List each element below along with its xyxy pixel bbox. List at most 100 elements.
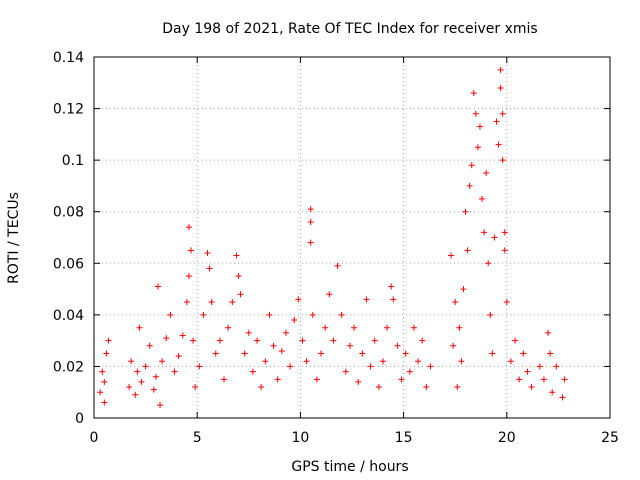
data-point bbox=[536, 363, 543, 370]
data-point bbox=[507, 358, 514, 365]
data-point bbox=[142, 363, 149, 370]
data-point bbox=[448, 252, 455, 259]
x-axis-label: GPS time / hours bbox=[291, 459, 408, 475]
data-point bbox=[460, 286, 467, 293]
data-point bbox=[501, 229, 508, 236]
data-point bbox=[468, 162, 475, 169]
data-point bbox=[208, 298, 215, 305]
data-point bbox=[245, 329, 252, 336]
data-point bbox=[501, 247, 508, 254]
data-point bbox=[225, 324, 232, 331]
data-point bbox=[485, 260, 492, 267]
y-tick-label: 0.14 bbox=[53, 50, 84, 66]
data-point bbox=[458, 358, 465, 365]
data-point bbox=[216, 337, 223, 344]
data-point bbox=[524, 368, 531, 375]
x-tick-label: 15 bbox=[395, 430, 413, 446]
data-point bbox=[346, 342, 353, 349]
data-point bbox=[512, 337, 519, 344]
data-point bbox=[474, 144, 481, 151]
data-point bbox=[249, 368, 256, 375]
data-point bbox=[410, 324, 417, 331]
data-point bbox=[157, 402, 164, 409]
data-point bbox=[398, 376, 405, 383]
x-tick-label: 25 bbox=[601, 430, 619, 446]
data-point bbox=[204, 249, 211, 256]
data-point bbox=[338, 311, 345, 318]
data-point bbox=[367, 363, 374, 370]
data-point bbox=[229, 298, 236, 305]
data-point bbox=[497, 84, 504, 91]
data-point bbox=[136, 324, 143, 331]
data-point bbox=[423, 384, 430, 391]
data-point bbox=[326, 291, 333, 298]
y-tick-label: 0.1 bbox=[62, 153, 84, 169]
data-point bbox=[278, 347, 285, 354]
y-tick-label: 0.04 bbox=[53, 308, 84, 324]
x-tick-label: 20 bbox=[498, 430, 516, 446]
data-point bbox=[163, 335, 170, 342]
y-tick-label: 0.12 bbox=[53, 102, 84, 118]
data-point bbox=[462, 208, 469, 215]
data-point bbox=[274, 376, 281, 383]
data-point bbox=[476, 123, 483, 130]
data-point bbox=[103, 350, 110, 357]
data-point bbox=[171, 368, 178, 375]
data-point bbox=[342, 368, 349, 375]
data-point bbox=[415, 358, 422, 365]
data-point bbox=[185, 273, 192, 280]
data-point bbox=[481, 229, 488, 236]
data-point bbox=[503, 298, 510, 305]
data-point bbox=[287, 363, 294, 370]
data-point bbox=[241, 350, 248, 357]
data-point bbox=[190, 337, 197, 344]
data-point bbox=[419, 337, 426, 344]
x-tick-label: 5 bbox=[193, 430, 202, 446]
data-point bbox=[540, 376, 547, 383]
data-point bbox=[132, 391, 139, 398]
y-tick-label: 0.08 bbox=[53, 205, 84, 221]
data-point bbox=[138, 378, 145, 385]
data-points bbox=[97, 66, 568, 409]
data-point bbox=[307, 219, 314, 226]
data-point bbox=[553, 363, 560, 370]
data-point bbox=[105, 337, 112, 344]
data-point bbox=[128, 358, 135, 365]
data-point bbox=[146, 342, 153, 349]
data-point bbox=[192, 384, 199, 391]
data-point bbox=[384, 324, 391, 331]
data-point bbox=[499, 110, 506, 117]
data-point bbox=[295, 296, 302, 303]
data-point bbox=[206, 265, 213, 272]
data-point bbox=[175, 353, 182, 360]
data-point bbox=[233, 252, 240, 259]
data-point bbox=[499, 157, 506, 164]
data-point bbox=[470, 90, 477, 97]
data-point bbox=[330, 337, 337, 344]
data-point bbox=[313, 376, 320, 383]
data-point bbox=[351, 324, 358, 331]
data-point bbox=[402, 350, 409, 357]
data-point bbox=[307, 239, 314, 246]
data-point bbox=[483, 170, 490, 177]
x-tick-labels: 0 5 10 15 20 25 bbox=[90, 430, 619, 446]
data-point bbox=[282, 329, 289, 336]
y-axis-label: ROTI / TECUs bbox=[6, 192, 22, 284]
data-point bbox=[359, 350, 366, 357]
data-point bbox=[394, 342, 401, 349]
data-point bbox=[101, 378, 108, 385]
plot-frame bbox=[93, 56, 611, 419]
chart-title: Day 198 of 2021, Rate Of TEC Index for r… bbox=[162, 21, 537, 37]
data-point bbox=[379, 358, 386, 365]
data-point bbox=[390, 296, 397, 303]
data-point bbox=[489, 350, 496, 357]
data-point bbox=[254, 337, 261, 344]
data-point bbox=[270, 342, 277, 349]
data-point bbox=[299, 337, 306, 344]
x-tick-label: 10 bbox=[291, 430, 309, 446]
data-point bbox=[183, 298, 190, 305]
data-point bbox=[307, 206, 314, 213]
data-point bbox=[479, 195, 486, 202]
data-point bbox=[237, 291, 244, 298]
data-point bbox=[99, 368, 106, 375]
